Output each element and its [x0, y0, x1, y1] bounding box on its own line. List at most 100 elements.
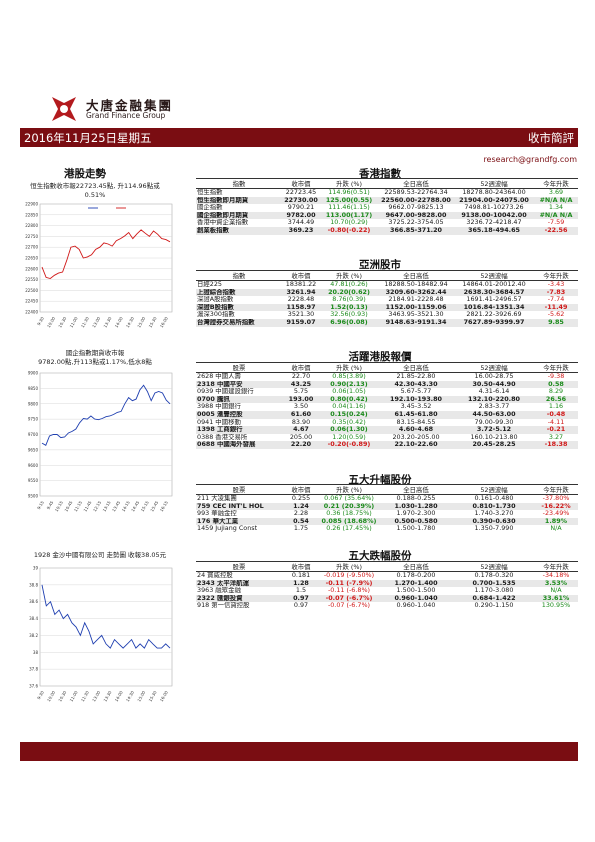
y-tick-label: 37.8 [29, 667, 38, 672]
y-tick-label: 9550 [28, 478, 39, 483]
cell-chg: 0.06(1.05) [332, 388, 366, 396]
cell-close: 3521.30 [287, 311, 315, 319]
cell-chg: 0.21 (20.39%) [320, 502, 378, 511]
cell-chg: -0.07 (-6.7%) [320, 594, 378, 603]
cell-range: 9148.63-9191.34 [378, 318, 454, 327]
x-tick-label: 11:45 [82, 500, 92, 513]
losers-title: 五大跌幅股份 [348, 550, 412, 562]
cell-w52: 1.350-7.990 [474, 525, 514, 533]
cell-close: 2228.48 [287, 296, 315, 304]
table-row: 0939 中國建設銀行 5.75 0.06(1.05) 5.67-5.77 4.31-6… [196, 388, 578, 396]
x-tick-label: 16:00 [159, 316, 169, 329]
table-row: 上證綜合指數 3261.94 20.20(0.62) 3209.60-3262.44 2… [196, 288, 578, 297]
table-row: 恒生指數 22723.45 114.96(0.51) 22589.53-22764.3… [196, 189, 578, 197]
cell-w52: 20.45-28.25 [454, 441, 534, 449]
cell-name: 0939 中國建設銀行 [197, 388, 254, 396]
cell-ytd: 1.34 [548, 204, 564, 212]
y-tick-label: 22450 [25, 299, 38, 304]
cell-range: 18288.50-18482.94 [384, 280, 448, 288]
x-tick-label: 10:15 [54, 500, 64, 513]
column-header: 收市價 [282, 178, 320, 189]
cell-close: 369.23 [282, 226, 320, 235]
table-row: 國企指數 9790.21 111.46(1.15) 9662.07-9825.13 74… [196, 204, 578, 212]
y-tick-label: 9600 [28, 463, 39, 468]
table-row: 0388 香港交易所 205.00 1.20(0.59) 203.20-205.00 1… [196, 434, 578, 442]
cell-ytd: -11.49 [534, 303, 578, 312]
table-row: 1459 Jujiang Const 1.75 0.26 (17.45%) 1.500… [196, 525, 578, 533]
cell-w52: 0.161-0.480 [474, 494, 514, 502]
cell-close: 22723.45 [285, 188, 317, 196]
cell-w52: 0.178-0.320 [474, 571, 514, 579]
cell-range: 1.500-1.500 [396, 587, 436, 595]
chart2-caption-line2: 9782.00點,升113點或1.17%,低水8點 [38, 358, 152, 366]
chart1-caption: 恒生指數收市報22723.45點, 升114.96點或0.51% [30, 182, 160, 199]
column-header: 股票 [196, 362, 282, 373]
column-header: 升跌 (%) [320, 178, 378, 189]
cell-ytd: 3.69 [548, 188, 564, 196]
table-row: 0688 中國海外發展 22.20 -0.20(-0.89) 22.10-22.60 2… [196, 441, 578, 449]
cell-w52: 14864.01-20012.40 [462, 280, 526, 288]
table-row: 1398 工商銀行 4.67 0.06(1.30) 4.60-4.68 3.72-5.1… [196, 426, 578, 434]
cell-chg: -0.11 (-7.9%) [320, 579, 378, 588]
cell-ytd: 1.89% [534, 517, 578, 526]
cell-w52: 18278.80-24364.00 [462, 188, 526, 196]
x-tick-label: 10:30 [57, 316, 67, 329]
cell-ytd: N/A [550, 525, 562, 533]
cell-chg: 0.36 (18.75%) [326, 510, 372, 518]
brand-name-en: Grand Finance Group [86, 111, 166, 120]
cell-ytd: 9.85 [534, 318, 578, 327]
y-tick-label: 22900 [25, 202, 38, 207]
table-row: 台灣證券交易所指數 9159.07 6.96(0.08) 9148.63-9191.3… [196, 318, 578, 327]
top-losers-table: 股票 收市價 升跌 (%) 全日高低 52週波幅 今年升跌 24 寶威控股 0.181 -0.0… [196, 561, 578, 610]
hsi-intraday-chart: 22400 22450 22500 22550 22600 22650 22700 22750… [25, 202, 173, 329]
cell-range: 9647.00-9828.00 [378, 211, 454, 220]
cell-name: 深證B股指數 [196, 303, 282, 312]
cell-ytd: 26.56 [534, 395, 578, 404]
x-tick-label: 13:00 [91, 690, 101, 703]
table-row: 國企指數即月期貨 9782.00 113.00(1.17) 9647.00-9828.… [196, 211, 578, 220]
cell-close: 205.00 [289, 433, 313, 441]
series-line [41, 384, 171, 446]
column-header: 52週波幅 [454, 561, 534, 572]
cell-name: 3988 中國銀行 [197, 403, 241, 411]
cell-name: 滬深300指數 [197, 311, 235, 319]
table-row: 2318 中國平安 43.25 0.90(2.13) 42.30-43.30 30.50… [196, 380, 578, 389]
cell-ytd: 8.29 [548, 388, 564, 396]
x-tick-label: 10:30 [57, 690, 67, 703]
cell-range: 3463.95-3521.30 [388, 311, 444, 319]
column-header: 52週波幅 [454, 362, 534, 373]
footer-banner [20, 742, 578, 761]
cell-w52: 3.72-5.12 [454, 426, 534, 434]
table-row: 日經225 18381.22 47.81(0.26) 18288.50-18482.9… [196, 281, 578, 289]
y-tick-label: 38.4 [29, 616, 38, 621]
x-tick-label: 16:15 [159, 500, 169, 513]
cell-range: 9662.07-9825.13 [388, 204, 444, 212]
y-tick-label: 9750 [28, 417, 39, 422]
x-tick-label: 14:15 [121, 500, 131, 513]
cell-ytd: -4.11 [547, 418, 565, 426]
column-header: 升跌 (%) [320, 561, 378, 572]
cell-name: 1459 Jujiang Const [197, 525, 258, 533]
cell-close: 22.70 [291, 372, 311, 380]
table-row: 3963 融眾金融 1.5 -0.11 (-6.8%) 1.500-1.500 1.17… [196, 587, 578, 595]
y-tick-label: 9700 [28, 432, 39, 437]
cell-w52: 0.290-1.150 [474, 602, 514, 610]
cell-w52: 0.390-0.630 [454, 517, 534, 526]
x-tick-label: 11:15 [73, 500, 83, 513]
asia-title: 亞洲股市 [359, 259, 401, 271]
x-tick-label: 15:00 [136, 316, 146, 329]
cell-range: 1.270-1.400 [378, 579, 454, 588]
cell-w52: 44.50-63.00 [454, 410, 534, 419]
cell-ytd: #N/A N/A [534, 211, 578, 220]
table-row: 深證A股指數 2228.48 8.76(0.39) 2184.91-2228.48 16… [196, 296, 578, 304]
research-email[interactable]: research@grandfg.com [483, 155, 577, 164]
y-tick-label: 22400 [25, 310, 38, 315]
cell-name: 2628 中國人壽 [197, 372, 241, 380]
cell-w52: 79.00-99.30 [474, 418, 514, 426]
column-header: 全日高低 [378, 484, 454, 495]
cell-ytd: -7.83 [534, 288, 578, 297]
column-header: 指數 [196, 178, 282, 189]
table-row: 918 第一信貸控股 0.97 -0.07 (-6.7%) 0.960-1.040 0.… [196, 602, 578, 610]
cell-close: 193.00 [282, 395, 320, 404]
cell-range: 366.85-371.20 [378, 226, 454, 235]
